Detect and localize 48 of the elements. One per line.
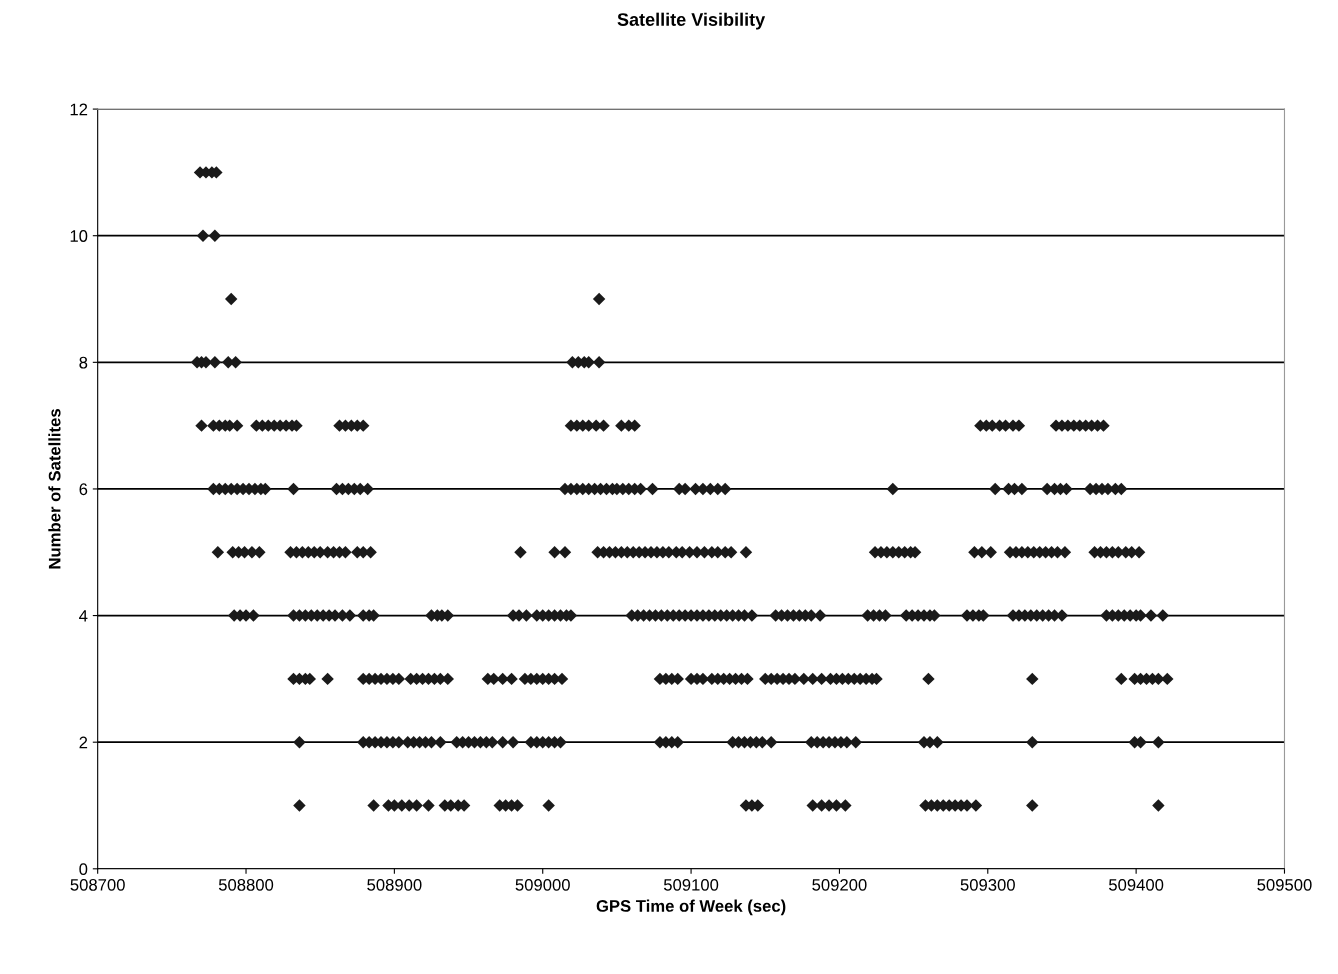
y-tick-label: 0 <box>79 863 88 876</box>
y-tick-label: 2 <box>79 736 88 749</box>
x-tick-label: 509000 <box>515 878 570 891</box>
x-tick-label: 508900 <box>367 878 422 891</box>
point <box>646 482 659 496</box>
point <box>931 735 944 749</box>
point <box>839 799 852 812</box>
point <box>208 229 222 242</box>
y-tick-label: 6 <box>79 483 88 496</box>
point <box>224 292 238 306</box>
point <box>367 799 380 812</box>
point <box>806 799 819 812</box>
chart-title: Satellite Visibility <box>617 12 766 30</box>
point <box>592 292 606 306</box>
point <box>208 356 222 369</box>
point <box>293 735 306 749</box>
point <box>592 356 606 369</box>
x-axis-title: GPS Time of Week (sec) <box>596 899 786 916</box>
point <box>506 735 520 749</box>
y-tick-label: 10 <box>70 230 88 242</box>
point <box>434 735 447 749</box>
point <box>422 799 435 812</box>
point <box>1026 799 1039 812</box>
point <box>1152 735 1165 749</box>
point <box>1152 799 1165 812</box>
point <box>542 799 555 812</box>
point <box>764 735 778 749</box>
y-tick-label: 8 <box>79 356 88 369</box>
point <box>1026 735 1039 749</box>
x-tick-label: 509400 <box>1108 878 1164 891</box>
x-tick-label: 508800 <box>218 878 274 891</box>
x-tick-label: 509500 <box>1257 878 1312 891</box>
x-tick-label: 509100 <box>663 878 719 891</box>
x-tick-label: 509200 <box>812 878 867 891</box>
point <box>988 482 1002 496</box>
point <box>196 229 210 242</box>
y-tick-label: 12 <box>70 103 88 116</box>
x-tick-label: 508700 <box>70 878 125 891</box>
y-tick-label: 4 <box>79 610 88 622</box>
point <box>969 799 983 812</box>
x-tick-label: 509300 <box>960 878 1015 891</box>
point <box>195 419 208 432</box>
point <box>496 735 509 749</box>
point <box>287 482 300 496</box>
point <box>293 799 306 812</box>
point <box>886 482 900 496</box>
point <box>849 735 862 749</box>
y-axis-title: Number of Satellites <box>48 409 61 569</box>
